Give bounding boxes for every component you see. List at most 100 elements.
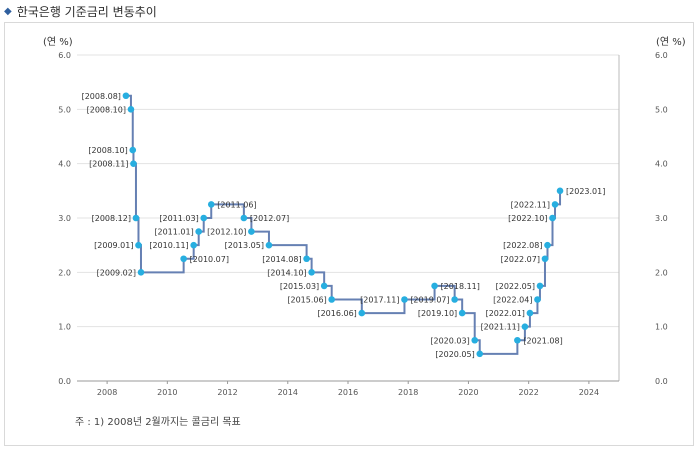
data-point [127,106,135,113]
data-point [458,309,466,317]
data-point [476,350,484,358]
x-tick-label: 2022 [518,388,538,397]
y-axis-label-right: (연 %) [656,36,686,48]
data-point [130,160,137,167]
x-tick-label: 2016 [338,388,358,397]
data-point [137,269,145,276]
data-point [514,336,521,344]
y-tick-label-right: 1.0 [655,323,668,332]
y-tick-label-left: 2.0 [58,268,71,277]
y-tick-label-right: 5.0 [655,105,668,114]
y-tick-label-right: 6.0 [655,51,668,60]
data-label: [2014.10] [267,268,306,277]
data-label: [2022.08] [503,241,542,250]
x-tick-label: 2010 [157,388,177,397]
data-point [401,296,408,303]
data-label: [2016.06] [317,309,356,318]
data-point [544,241,551,249]
data-point [195,228,202,235]
data-point [190,241,197,249]
data-label: [2012.07] [250,214,289,223]
data-point [265,241,273,249]
data-label: [2020.03] [430,336,469,345]
data-point [536,282,544,290]
data-point [451,296,458,303]
x-tick-label: 2008 [97,388,117,397]
chart-header: ◆ 한국은행 기준금리 변동추이 [4,2,157,20]
x-tick-label: 2020 [458,388,478,397]
data-point [132,214,140,222]
data-label: [2009.01] [94,241,133,250]
data-point [122,92,130,100]
data-label: [2015.06] [287,296,326,305]
y-tick-label-right: 4.0 [655,160,668,169]
y-tick-label-left: 5.0 [58,105,71,114]
data-label: [2009.02] [97,268,136,277]
data-label: [2012.10] [207,228,246,237]
y-tick-label-left: 0.0 [58,377,71,386]
data-point [541,255,549,263]
data-point [328,296,335,303]
chart-panel: 0.0 0.0 1.0 1.0 2.0 2.0 3.0 3.0 4.0 4.0 5.0 5.0 6.0 6… [4,22,694,446]
data-label: [2008.11] [89,160,128,169]
data-point [303,255,310,263]
data-point [248,228,255,235]
rate-chart: 0.0 0.0 1.0 1.0 2.0 2.0 3.0 3.0 4.0 4.0 5.0 5.0 6.0 6… [43,36,686,428]
data-label: [2015.03] [280,282,319,291]
y-tick-label-left: 6.0 [58,51,71,60]
data-label: [2019.10] [418,309,457,318]
y-tick-label-right: 3.0 [655,214,668,223]
data-label: [2021.11] [481,323,520,332]
data-point [471,336,479,344]
data-label: [2021.08] [523,336,562,345]
data-label: [2011.01] [154,228,193,237]
data-point [521,323,529,330]
data-label: [2011.06] [217,200,256,209]
data-point [200,214,208,222]
data-point [556,187,564,195]
data-point [207,201,215,208]
data-label: [2020.05] [435,350,474,359]
x-tick-label: 2012 [217,388,237,397]
data-label: [2014.08] [262,255,301,264]
data-label: [2008.08] [82,92,121,101]
data-label: [2022.05] [496,282,535,291]
data-label: [2023.01] [566,187,605,196]
data-label: [2022.07] [501,255,540,264]
data-label: [2022.01] [486,309,525,318]
data-label: [2010.07] [190,255,229,264]
x-tick-label: 2024 [579,388,599,397]
data-label: [2008.12] [92,214,131,223]
data-point [135,241,142,249]
data-point [549,214,556,222]
data-label: [2008.10] [87,105,126,114]
data-point [240,214,248,222]
data-point [534,296,541,303]
page-title: 한국은행 기준금리 변동추이 [16,4,157,19]
data-label: [2010.11] [149,241,188,250]
data-label: [2017.11] [360,296,399,305]
data-label: [2022.10] [508,214,547,223]
y-tick-label-left: 1.0 [58,323,71,332]
data-label: [2019.07] [410,296,449,305]
x-tick-label: 2018 [398,388,418,397]
data-labels: [2008.08] [2008.10] [2008.10] [2008.11] [200… [82,92,606,359]
axes: 0.0 0.0 1.0 1.0 2.0 2.0 3.0 3.0 4.0 4.0 5.0 5.0 6.0 6… [58,51,667,397]
data-point [431,282,438,290]
y-tick-label-right: 2.0 [655,268,668,277]
rate-series [122,92,564,358]
data-label: [2022.11] [511,200,550,209]
data-label: [2022.04] [493,296,532,305]
data-point [551,201,559,208]
y-tick-label-right: 0.0 [655,377,668,386]
y-axis-label-left: (연 %) [43,36,73,48]
data-point [180,255,187,263]
data-label: [2008.10] [88,146,127,155]
x-tick-label: 2014 [278,388,298,397]
data-label: [2018.11] [441,282,480,291]
data-point [129,146,137,154]
diamond-bullet-icon: ◆ [4,5,12,17]
y-tick-label-left: 4.0 [58,160,71,169]
data-point [358,309,366,317]
footnote: 주 : 1) 2008년 2월까지는 콜금리 목표 [75,416,241,428]
